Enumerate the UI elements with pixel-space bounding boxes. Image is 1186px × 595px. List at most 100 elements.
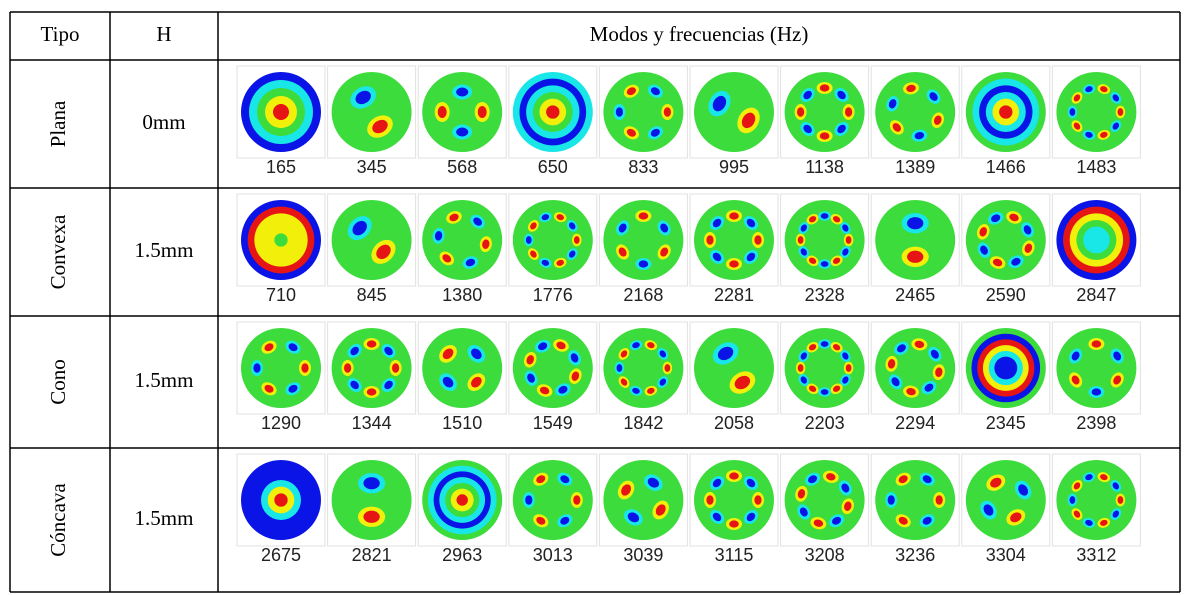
mode-disk [332, 200, 412, 280]
mode-image [871, 322, 959, 414]
frequency: 2963 [442, 545, 482, 565]
mode-lobe [754, 235, 761, 245]
mode-lobe [639, 260, 649, 267]
mode-image [1052, 194, 1140, 286]
row-type: Cono [46, 359, 70, 405]
mode-lobe [665, 364, 671, 372]
mode-ring [274, 493, 287, 506]
mode-image [418, 454, 506, 546]
mode-lobe [478, 106, 487, 118]
mode-image [328, 194, 416, 286]
mode-lobe [729, 472, 739, 479]
mode-lobe [392, 363, 399, 373]
mode-lobe [1070, 108, 1076, 116]
mode-image [599, 66, 687, 158]
mode-image [418, 66, 506, 158]
mode-lobe [936, 495, 943, 505]
mode-image [509, 322, 597, 414]
mode-ring [999, 105, 1012, 118]
mode-lobe [1092, 340, 1102, 347]
mode-lobe [729, 520, 739, 527]
frequency: 568 [447, 157, 477, 177]
mode-lobe [820, 132, 830, 139]
mode-image [509, 66, 597, 158]
mode-lobe [821, 261, 829, 267]
mode-image [509, 454, 597, 546]
mode-image [328, 66, 416, 158]
mode-disk [332, 72, 412, 152]
frequency: 2398 [1076, 413, 1116, 433]
mode-lobe [344, 363, 351, 373]
mode-lobe [729, 260, 739, 267]
mode-lobe [526, 236, 532, 244]
mode-image [962, 66, 1050, 158]
mode-lobe [706, 495, 713, 505]
mode-image [599, 322, 687, 414]
mode-lobe [1070, 496, 1076, 504]
mode-disk [694, 72, 774, 152]
frequency: 1344 [352, 413, 392, 433]
mode-image [599, 454, 687, 546]
mode-disk [875, 200, 955, 280]
mode-lobe [616, 107, 623, 117]
mode-image [781, 66, 869, 158]
mode-lobe [253, 363, 260, 373]
frequency: 2328 [805, 285, 845, 305]
mode-lobe [1118, 108, 1124, 116]
mode-lobe [1118, 496, 1124, 504]
mode-lobe [573, 495, 580, 505]
mode-image [690, 194, 778, 286]
mode-lobe [798, 364, 804, 372]
mode-ring [274, 233, 287, 246]
mode-disk [966, 200, 1046, 280]
mode-image [1052, 322, 1140, 414]
mode-lobe [639, 212, 649, 219]
mode-image [871, 194, 959, 286]
mode-image [1052, 66, 1140, 158]
mode-disk [694, 328, 774, 408]
mode-image [871, 454, 959, 546]
mode-disk [513, 328, 593, 408]
row-h: 0mm [142, 110, 185, 134]
row-type: Convexa [46, 214, 70, 289]
mode-lobe [846, 364, 852, 372]
mode-lobe [456, 88, 468, 97]
frequency: 345 [357, 157, 387, 177]
mode-lobe [525, 495, 532, 505]
mode-image [962, 322, 1050, 414]
mode-lobe [821, 341, 829, 347]
mode-image [237, 454, 325, 546]
row-type: Plana [46, 100, 70, 147]
mode-disk [966, 460, 1046, 540]
frequency: 1138 [805, 157, 844, 177]
mode-lobe [706, 235, 713, 245]
mode-lobe [301, 363, 308, 373]
mode-lobe [821, 389, 829, 395]
mode-disk [785, 460, 865, 540]
mode-image [690, 454, 778, 546]
mode-lobe [821, 213, 829, 219]
mode-image [1052, 454, 1140, 546]
mode-disk [603, 460, 683, 540]
frequency: 2168 [623, 285, 663, 305]
frequency: 2058 [714, 413, 754, 433]
mode-ring [546, 105, 559, 118]
frequency: 1290 [261, 413, 301, 433]
mode-lobe [574, 236, 580, 244]
mode-lobe [438, 106, 447, 118]
mode-ring [456, 494, 467, 505]
mode-image [599, 194, 687, 286]
mode-lobe [363, 511, 379, 523]
mode-image [781, 194, 869, 286]
mode-image [237, 194, 325, 286]
frequency: 1549 [533, 413, 573, 433]
frequency: 650 [538, 157, 568, 177]
frequency: 3039 [623, 545, 663, 565]
mode-lobe [367, 388, 377, 395]
mode-lobe [456, 128, 468, 137]
mode-image [418, 322, 506, 414]
mode-image [690, 66, 778, 158]
frequency: 1466 [986, 157, 1026, 177]
mode-image [871, 66, 959, 158]
frequency: 3236 [895, 545, 935, 565]
